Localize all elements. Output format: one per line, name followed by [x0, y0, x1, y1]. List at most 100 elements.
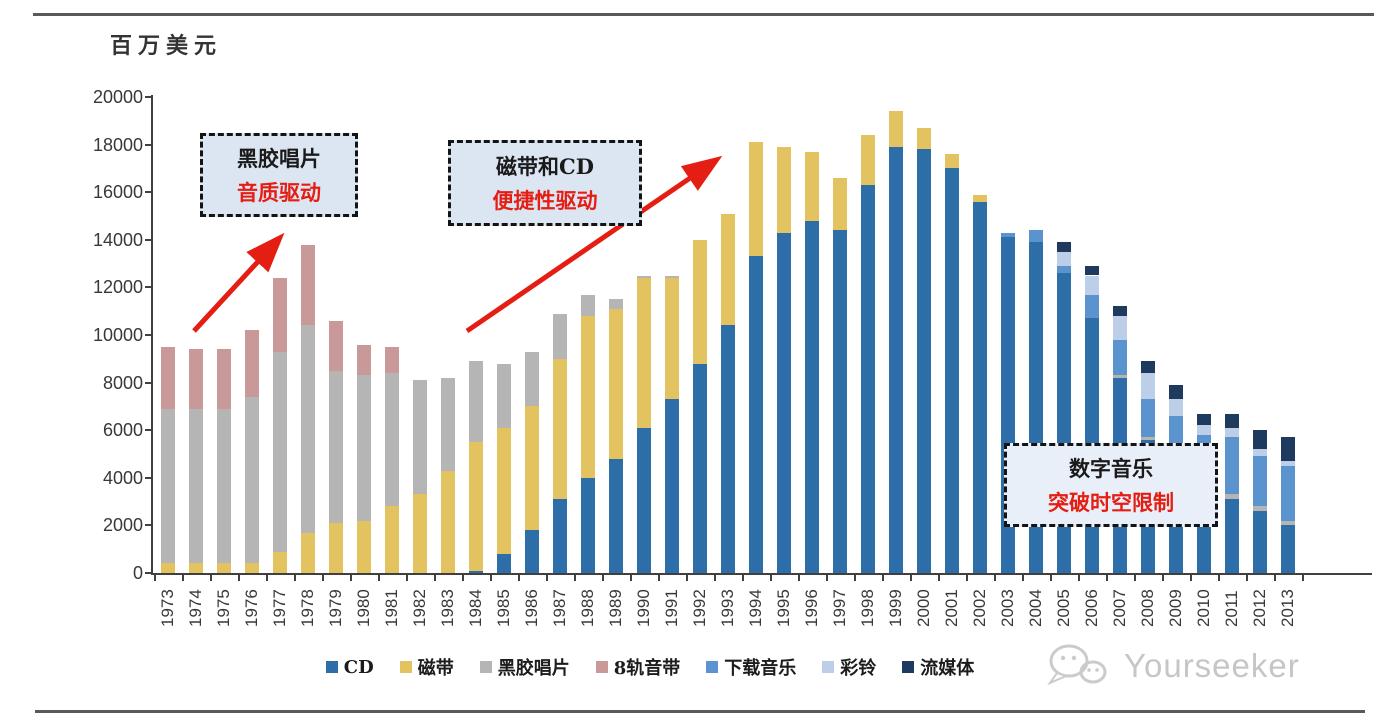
bar-2008-流媒体	[1141, 361, 1155, 374]
bar-1990-黑胶唱片	[637, 275, 651, 278]
legend-item-下载音乐: 下载音乐	[706, 654, 796, 680]
bar-1991-CD	[665, 399, 679, 573]
bar-1987-黑胶唱片	[553, 313, 567, 359]
bar-1988-CD	[581, 477, 595, 573]
legend-swatch	[822, 661, 835, 673]
x-axis-tick	[602, 575, 604, 581]
bar-2009-彩铃	[1169, 399, 1183, 416]
legend-label: 黑胶唱片	[497, 658, 570, 679]
x-axis-tick	[294, 575, 296, 581]
x-axis-tick	[826, 575, 828, 581]
y-axis-tick	[145, 143, 152, 146]
bottom-divider	[35, 710, 1365, 713]
bar-1996-CD	[805, 220, 819, 573]
x-axis-tick	[798, 575, 800, 581]
bar-2012-彩铃	[1253, 449, 1267, 457]
legend-item-8轨音带: 8轨音带	[595, 654, 681, 680]
bar-1992-CD	[693, 363, 707, 573]
bar-1995-CD	[777, 232, 791, 573]
bar-2008-下载音乐	[1141, 399, 1155, 438]
bar-1985-CD	[497, 553, 511, 573]
x-axis-tick	[378, 575, 380, 581]
bar-2011-下载音乐	[1225, 437, 1239, 495]
bar-1987-CD	[553, 499, 567, 573]
legend-label: 彩铃	[840, 658, 877, 679]
bar-1996-磁带	[805, 151, 819, 221]
x-axis-tick	[490, 575, 492, 581]
bar-1973-8轨音带	[161, 346, 175, 409]
bar-1981-磁带	[385, 506, 399, 573]
bar-2008-黑胶唱片	[1141, 437, 1155, 440]
x-axis-tick	[770, 575, 772, 581]
y-axis-tick-label: 6000	[102, 420, 143, 441]
bar-2001-CD	[945, 168, 959, 573]
bar-2012-下载音乐	[1253, 456, 1267, 507]
bar-1980-黑胶唱片	[357, 375, 371, 521]
bar-1986-CD	[525, 530, 539, 573]
y-axis-tick-label: 10000	[92, 325, 143, 345]
bar-2007-下载音乐	[1113, 339, 1127, 376]
y-axis-tick	[145, 524, 152, 527]
top-divider	[33, 13, 1374, 16]
bar-1976-磁带	[245, 563, 259, 573]
y-axis-tick-label: 20000	[92, 87, 143, 107]
x-axis-tick	[350, 575, 352, 581]
bar-1993-CD	[721, 325, 735, 573]
x-axis-tick	[714, 575, 716, 581]
bar-2012-黑胶唱片	[1253, 506, 1267, 512]
y-axis-tick	[145, 334, 152, 336]
y-axis-line	[151, 95, 153, 575]
x-axis-tick	[546, 575, 548, 581]
x-axis-tick	[854, 575, 856, 581]
bar-2010-流媒体	[1197, 413, 1211, 426]
bar-2006-彩铃	[1085, 275, 1099, 295]
x-axis-tick	[686, 575, 688, 581]
x-axis-tick	[630, 575, 632, 581]
bar-1981-8轨音带	[385, 346, 399, 374]
y-axis-tick	[145, 381, 152, 384]
bar-2003-下载音乐	[1001, 232, 1015, 238]
bar-2007-流媒体	[1113, 306, 1127, 316]
callout-vinyl-title: 黑胶唱片	[237, 146, 321, 171]
bar-1976-黑胶唱片	[245, 396, 259, 564]
y-axis-tick-label: 8000	[102, 372, 143, 393]
bar-1974-磁带	[189, 563, 203, 573]
bar-2006-流媒体	[1085, 265, 1099, 276]
bar-1980-8轨音带	[357, 344, 371, 376]
bar-1975-黑胶唱片	[217, 408, 231, 564]
bar-2010-彩铃	[1197, 425, 1211, 435]
bar-1983-黑胶唱片	[441, 377, 455, 471]
x-axis-tick	[742, 575, 744, 581]
bar-2013-CD	[1281, 525, 1295, 573]
y-axis-unit-label: 百万美元	[110, 33, 223, 59]
x-axis-tick	[658, 575, 660, 581]
x-axis-tick	[1274, 575, 1276, 581]
bar-2002-CD	[973, 201, 987, 573]
x-axis-line	[151, 573, 1372, 575]
callout-vinyl-subtitle: 音质驱动	[237, 180, 321, 205]
bar-1989-黑胶唱片	[609, 299, 623, 309]
bar-1975-8轨音带	[217, 349, 231, 409]
x-axis-tick	[238, 575, 240, 581]
bar-1975-磁带	[217, 563, 231, 573]
bar-1987-磁带	[553, 358, 567, 500]
bar-2009-下载音乐	[1169, 415, 1183, 447]
callout-vinyl: 黑胶唱片 音质驱动	[200, 133, 358, 217]
bar-1978-8轨音带	[301, 244, 315, 326]
x-axis-tick	[1134, 575, 1136, 581]
y-axis-tick	[145, 238, 152, 241]
bar-2013-流媒体	[1281, 437, 1295, 462]
bar-1976-8轨音带	[245, 330, 259, 397]
bar-1989-CD	[609, 458, 623, 573]
legend-label: CD	[343, 656, 374, 678]
bar-2011-彩铃	[1225, 427, 1239, 438]
bar-1986-磁带	[525, 406, 539, 531]
bar-1984-CD	[469, 570, 483, 573]
bar-1990-磁带	[637, 277, 651, 428]
callout-digital-title: 数字音乐	[1069, 456, 1153, 481]
bar-1977-黑胶唱片	[273, 351, 287, 552]
bar-1982-黑胶唱片	[413, 380, 427, 495]
legend-label: 8轨音带	[613, 658, 681, 679]
bar-1994-磁带	[749, 142, 763, 257]
bar-2011-流媒体	[1225, 413, 1239, 428]
